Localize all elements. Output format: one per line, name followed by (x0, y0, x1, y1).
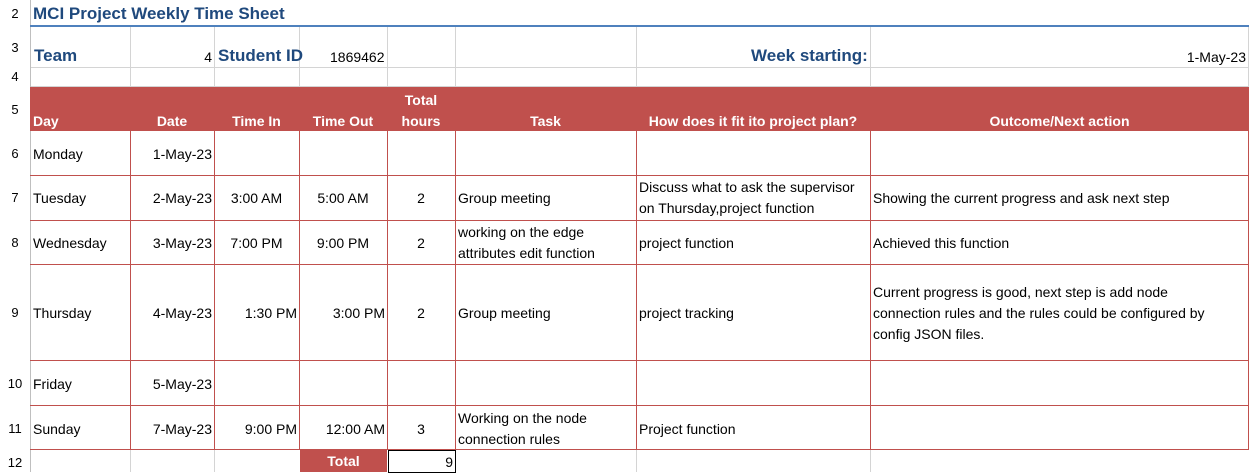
row-fit-line2[interactable]: on Thursday,project function (639, 200, 815, 216)
header-time-in: Time In (232, 113, 281, 129)
row-fit[interactable]: Project function (639, 421, 736, 437)
title-underline (30, 25, 1249, 27)
row-number: 10 (7, 376, 23, 391)
header-day: Day (33, 113, 59, 129)
row-time-in[interactable]: 9:00 PM (244, 421, 297, 437)
row-day[interactable]: Thursday (33, 305, 92, 321)
team-label: Team (34, 46, 78, 65)
row-task[interactable]: Group meeting (458, 305, 551, 321)
header-total-hours-line2: hours (401, 113, 441, 129)
row-task-line2[interactable]: connection rules (458, 431, 560, 447)
row-number: 12 (7, 455, 23, 470)
header-date: Date (156, 113, 188, 129)
header-outcome: Outcome/Next action (989, 113, 1130, 129)
row-number: 3 (11, 40, 19, 55)
row-time-out[interactable]: 9:00 PM (316, 235, 370, 251)
row-date[interactable]: 7-May-23 (152, 421, 212, 437)
row-number: 7 (11, 190, 19, 205)
row-time-in[interactable]: 7:00 PM (230, 235, 283, 251)
week-starting-label: Week starting: (751, 46, 868, 65)
row-time-out[interactable]: 12:00 AM (325, 421, 385, 437)
row-number: 2 (11, 6, 19, 21)
row-task-line1[interactable]: Working on the node (458, 410, 587, 426)
row-task[interactable]: Group meeting (458, 190, 551, 206)
row-day[interactable]: Wednesday (33, 235, 107, 251)
total-label: Total (300, 450, 387, 472)
row-hours[interactable]: 3 (417, 421, 425, 437)
row-date[interactable]: 1-May-23 (152, 146, 212, 162)
row-time-out[interactable]: 3:00 PM (332, 305, 385, 321)
row-task-line1[interactable]: working on the edge (458, 224, 585, 240)
row-number: 6 (11, 146, 19, 161)
header-task: Task (530, 113, 561, 129)
student-id-label: Student ID (218, 46, 303, 65)
row-hours[interactable]: 2 (417, 305, 425, 321)
row-time-in[interactable]: 1:30 PM (244, 305, 297, 321)
row-hours[interactable]: 2 (417, 190, 425, 206)
row-number: 5 (11, 102, 19, 117)
total-value[interactable]: 9 (388, 450, 456, 473)
row-day[interactable]: Friday (33, 376, 72, 392)
row-date[interactable]: 3-May-23 (152, 235, 212, 251)
header-total-hours-line1: Total (404, 92, 438, 108)
row-hours[interactable]: 2 (417, 235, 425, 251)
row-outcome[interactable]: Showing the current progress and ask nex… (873, 190, 1170, 206)
row-outcome-line2[interactable]: connection rules and the rules could be … (873, 305, 1205, 321)
row-number: 4 (11, 69, 19, 84)
row-time-in[interactable]: 3:00 AM (230, 190, 283, 206)
row-outcome-line3[interactable]: config JSON files. (873, 326, 985, 342)
row-number: 8 (11, 235, 19, 250)
row-time-out[interactable]: 5:00 AM (317, 190, 369, 206)
row-number: 11 (8, 421, 22, 436)
week-starting-value[interactable]: 1-May-23 (1186, 49, 1246, 65)
row-fit[interactable]: project tracking (639, 305, 734, 321)
row-fit-line1[interactable]: Discuss what to ask the supervisor (639, 179, 855, 195)
table-header (30, 87, 1249, 131)
row-outcome[interactable]: Achieved this function (873, 235, 1010, 251)
header-time-out: Time Out (312, 113, 374, 129)
sheet-title: MCI Project Weekly Time Sheet (33, 4, 285, 23)
row-day[interactable]: Monday (33, 146, 83, 162)
row-day[interactable]: Tuesday (33, 190, 87, 206)
team-value[interactable]: 4 (204, 49, 212, 65)
row-day[interactable]: Sunday (33, 421, 81, 437)
row-date[interactable]: 5-May-23 (152, 376, 212, 392)
student-id-value[interactable]: 1869462 (330, 49, 385, 65)
header-fit: How does it fit ito project plan? (648, 113, 858, 129)
row-outcome-line1[interactable]: Current progress is good, next step is a… (873, 284, 1168, 300)
row-number: 9 (11, 305, 19, 320)
row-task-line2[interactable]: attributes edit function (458, 245, 595, 261)
row-date[interactable]: 4-May-23 (152, 305, 212, 321)
row-fit[interactable]: project function (639, 235, 734, 251)
row-date[interactable]: 2-May-23 (152, 190, 212, 206)
